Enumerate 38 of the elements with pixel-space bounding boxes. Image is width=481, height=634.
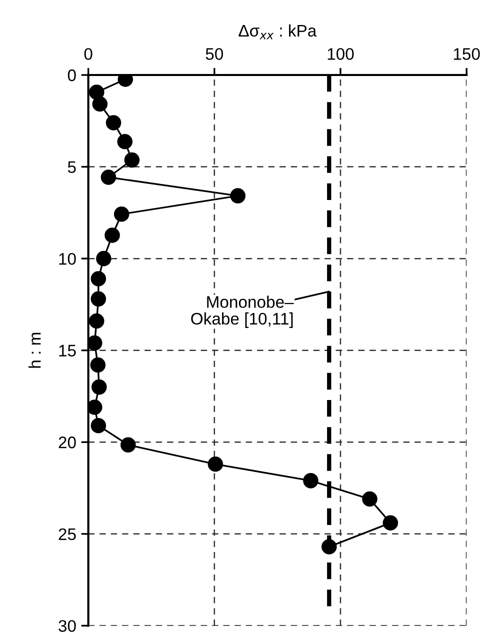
x-tick-label: 0 bbox=[84, 48, 92, 60]
point bbox=[90, 291, 106, 307]
point bbox=[303, 473, 318, 488]
point bbox=[90, 418, 106, 434]
y-tick-label: 15 bbox=[59, 344, 76, 357]
point bbox=[114, 206, 130, 222]
point bbox=[124, 152, 140, 168]
point bbox=[362, 491, 378, 507]
point bbox=[120, 437, 136, 453]
point bbox=[106, 115, 122, 130]
y-tick-label: 25 bbox=[58, 528, 76, 540]
y-tick-label: 0 bbox=[68, 69, 76, 82]
point bbox=[96, 250, 112, 266]
point bbox=[88, 400, 102, 415]
point bbox=[208, 456, 224, 472]
point bbox=[104, 228, 120, 243]
y-tick-label: 5 bbox=[68, 161, 76, 173]
point bbox=[92, 379, 107, 395]
point bbox=[230, 188, 246, 204]
point bbox=[88, 335, 102, 351]
point bbox=[117, 134, 133, 150]
point bbox=[92, 96, 108, 112]
x-tick-label: 50 bbox=[206, 48, 224, 60]
ref-line-label: Mononobe– Okabe [10,11] bbox=[191, 296, 294, 328]
y-axis-title: h : m bbox=[28, 332, 41, 368]
x-tick-label: 150 bbox=[454, 48, 480, 60]
point bbox=[321, 539, 337, 554]
x-tick-label: 100 bbox=[328, 48, 354, 60]
y-tick-label: 20 bbox=[58, 436, 76, 448]
point bbox=[90, 357, 106, 373]
point bbox=[88, 313, 104, 329]
point bbox=[90, 271, 106, 286]
point bbox=[382, 515, 398, 531]
y-tick-label: 30 bbox=[58, 620, 76, 632]
x-axis-title: Δσ$_{xx}$ : kPa bbox=[238, 24, 317, 40]
y-tick-label: 10 bbox=[59, 252, 76, 265]
point bbox=[100, 170, 116, 185]
point bbox=[88, 84, 104, 100]
